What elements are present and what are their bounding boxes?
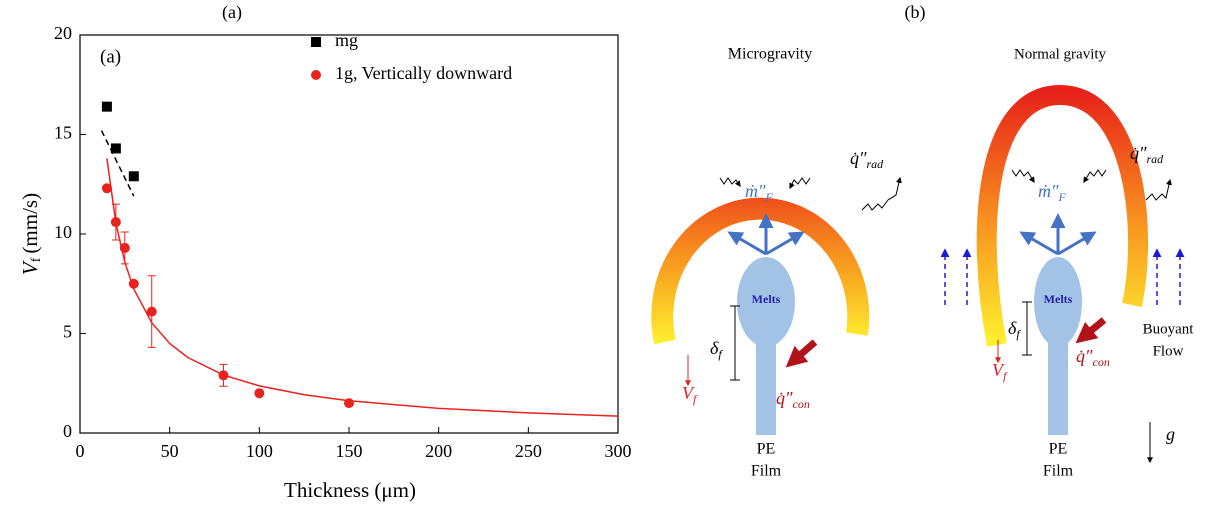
subscript: rad [867,157,885,171]
point [218,370,229,381]
subscript: con [1093,355,1110,369]
film-label: PE [757,441,776,458]
flame [976,84,1149,347]
mass-flux-label: ṁ″F [1038,181,1067,204]
point [254,388,265,399]
point [128,278,139,289]
point [344,398,354,409]
mass-flux-label: ṁ″F [745,181,774,204]
symbol: q̇″ [1076,346,1093,366]
x-tick-label: 100 [246,441,273,461]
y-label-unit: (mm/s) [18,193,42,254]
y-axis-label: Vf (mm/s) [18,193,44,275]
fuel-arrows [1019,213,1097,256]
microgravity-panel: Microgravity Melts ṁ″F q̇″rad δf Vf q̇″c… [651,46,902,480]
film [1048,330,1068,435]
melt [1034,257,1082,347]
x-tick-label: 150 [336,441,363,461]
panel-title: Normal gravity [1014,46,1107,62]
conduction-label: q̇″con [776,388,810,411]
y-tick-label: 5 [63,322,72,342]
melt [737,257,795,347]
spread-label: Vf [992,360,1008,383]
symbol: ṁ″ [1038,181,1059,201]
point [128,171,139,182]
subscript: f [693,392,698,406]
point [101,183,112,194]
y-tick-label: 10 [54,222,72,242]
y-tick-label: 20 [54,23,72,43]
symbol: q̇″ [850,148,867,168]
legend-marker [311,70,321,80]
subscript: con [793,397,810,411]
film-label: PE [1049,441,1068,458]
gravity-label: g⃗ [1166,424,1189,444]
y-label-subscript: f [29,257,44,262]
symbol: q̇″ [776,388,793,408]
fit-line [100,130,135,197]
point [101,101,112,112]
y-tick-label: 0 [63,421,72,441]
radiation-label: q̇″rad [850,148,884,171]
symbol: V [682,383,695,403]
radiation-label: q̇″rad [1130,143,1164,166]
standoff-bracket [1022,301,1032,356]
symbol: δ [1008,318,1017,338]
flame [651,197,870,345]
legend-marker [311,37,321,47]
point [119,242,130,253]
film-label: Film [1043,463,1074,480]
standoff-label: δf [1008,318,1021,341]
point [110,217,121,228]
x-tick-label: 250 [515,441,542,461]
conduction-label: q̇″con [1076,346,1110,369]
conduction-arrow [1075,317,1107,344]
legend-label: mg [335,30,358,50]
symbol: ṁ″ [745,181,766,201]
x-tick-label: 200 [425,441,452,461]
annotation: (a) [100,46,121,67]
x-tick-label: 300 [605,441,632,461]
radiation-arrows [1011,169,1172,201]
symbol: q̇″ [1130,143,1147,163]
x-tick-label: 0 [76,441,85,461]
standoff-bracket [730,305,740,381]
subscript: F [1058,190,1067,204]
subscript: F [765,190,774,204]
y-label-symbol: V [18,260,42,275]
symbol: V [992,360,1005,380]
subscript: f [718,347,723,361]
point [146,306,157,317]
melts-label: Melts [1044,292,1073,306]
buoyant-label: Buoyant [1143,321,1195,337]
legend-label: 1g, Vertically downward [335,63,512,83]
point [110,143,121,154]
standoff-label: δf [710,338,723,361]
fuel-arrows [727,213,805,256]
fit-line [106,158,619,417]
subscript: rad [1147,152,1165,166]
film-label: Film [751,463,782,480]
x-tick-label: 50 [161,441,179,461]
radiation-arrows [719,176,902,211]
film [756,330,776,435]
conduction-arrow [785,339,818,368]
normal-gravity-panel: Normal gravity Melts ṁ″F q̇″rad δf Vf q̇… [940,46,1195,480]
plot-frame [79,34,619,434]
panel-label: (a) [222,2,242,23]
chart: (a) Thickness (μm) Vf(mm/s) 0 50 100 150 200… [18,23,632,502]
y-tick-label: 15 [54,123,72,143]
symbol: δ [710,338,719,358]
buoyant-arrows [940,248,1185,305]
subscript: f [1003,369,1008,383]
panel-label: (b) [905,2,926,23]
subscript: f [1016,327,1021,341]
melts-label: Melts [752,292,781,306]
panel-title: Microgravity [728,46,812,63]
spread-label: Vf [682,383,698,406]
buoyant-label: Flow [1153,343,1184,359]
x-axis-label: Thickness (μm) [284,478,416,502]
